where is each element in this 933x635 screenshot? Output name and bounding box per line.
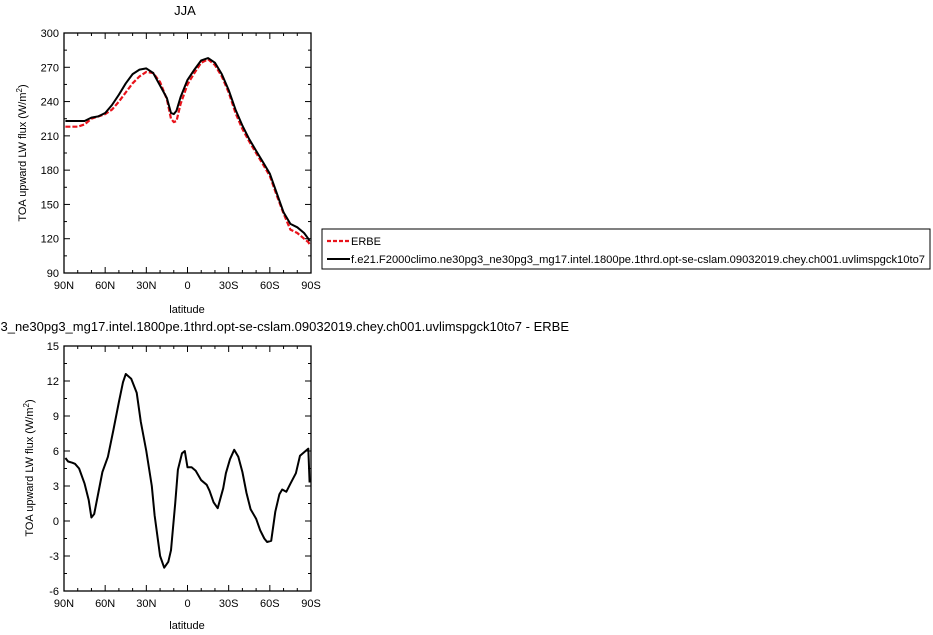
top-chart-ylabel-sup: 2: [15, 87, 24, 92]
bottom-chart-ylabel-sup: 2: [22, 402, 31, 407]
top-ytick-label: 150: [41, 199, 59, 211]
bottom-ytick-label: -6: [49, 586, 59, 598]
bottom-series-line-0: [64, 373, 311, 569]
bottom-chart-ylabel: TOA upward LW flux (W/m2): [22, 399, 36, 536]
legend-box: [321, 228, 931, 270]
bottom-xtick-label: 90N: [54, 598, 74, 610]
bottom-xtick-label: 90S: [301, 598, 321, 610]
bottom-ytick-label: 12: [47, 376, 59, 388]
top-ytick-label: 120: [41, 234, 59, 246]
bottom-chart-frame: [63, 345, 312, 592]
bottom-xtick-label: 30N: [136, 598, 156, 610]
top-xtick-label: 60N: [95, 280, 115, 292]
bottom-chart-xlabel: latitude: [169, 620, 204, 632]
top-ytick-label: 300: [41, 28, 59, 40]
top-xtick-label: 30S: [219, 280, 239, 292]
top-series-line-1: [65, 57, 311, 242]
bottom-xtick-label: 60S: [260, 598, 280, 610]
bottom-ytick-label: 3: [53, 481, 59, 493]
top-ytick-label: 180: [41, 165, 59, 177]
bottom-chart-ylabel-main: TOA upward LW flux (W/m: [24, 407, 36, 536]
top-ytick-label: 240: [41, 97, 59, 109]
bottom-ytick-label: 15: [47, 341, 59, 353]
bottom-ytick-label: 9: [53, 411, 59, 423]
top-ytick-label: 90: [47, 268, 59, 280]
top-chart: JJA 90N 60N 30N 0 30S 60S 90S 90 120 150 180 210 240…: [15, 3, 321, 316]
top-xtick-label: 30N: [136, 280, 156, 292]
top-xtick-label: 90N: [54, 280, 74, 292]
top-ytick-label: 270: [41, 62, 59, 74]
legend-label-model: f.e21.F2000climo.ne30pg3_ne30pg3_mg17.in…: [351, 254, 925, 266]
top-chart-ylabel-main: TOA upward LW flux (W/m: [17, 92, 29, 221]
top-chart-title: JJA: [174, 3, 196, 18]
top-xtick-label: 0: [184, 280, 190, 292]
top-series-line-0: [65, 58, 311, 245]
bottom-chart-ylabel-end: ): [24, 399, 36, 403]
legend: ERBE f.e21.F2000climo.ne30pg3_ne30pg3_mg…: [321, 228, 931, 270]
top-xtick-label: 60S: [260, 280, 280, 292]
top-chart-xlabel: latitude: [169, 304, 204, 316]
top-chart-ylabel-end: ): [17, 84, 29, 88]
bottom-xtick-label: 0: [184, 598, 190, 610]
bottom-ytick-label: 0: [53, 516, 59, 528]
top-chart-frame: [63, 32, 312, 274]
bottom-xtick-label: 60N: [95, 598, 115, 610]
top-xtick-label: 90S: [301, 280, 321, 292]
bottom-chart: f.e21.F2000climo.ne30pg3_ne30pg3_mg17.in…: [0, 319, 569, 632]
bottom-ytick-label: -3: [49, 551, 59, 563]
bottom-xtick-label: 30S: [219, 598, 239, 610]
bottom-ytick-label: 6: [53, 446, 59, 458]
top-chart-ylabel: TOA upward LW flux (W/m2): [15, 84, 29, 221]
legend-label-erbe: ERBE: [351, 236, 381, 248]
top-ytick-label: 210: [41, 131, 59, 143]
bottom-chart-title: f.e21.F2000climo.ne30pg3_ne30pg3_mg17.in…: [0, 319, 569, 334]
